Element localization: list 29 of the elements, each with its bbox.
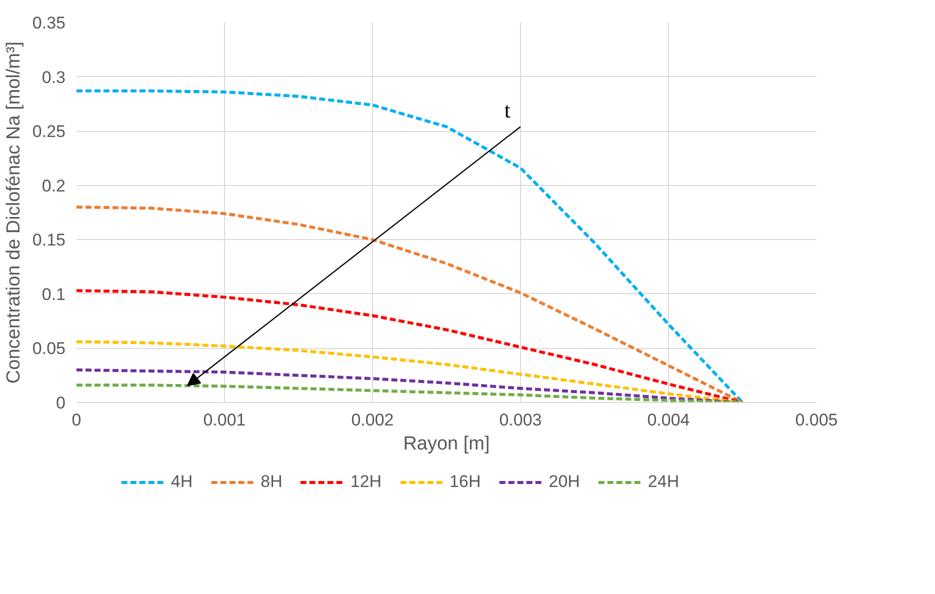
y-tick-label: 0.2 [42, 176, 66, 196]
legend-label: 8H [260, 472, 282, 492]
legend-label: 12H [350, 472, 382, 492]
x-tick-label: 0.005 [795, 410, 838, 430]
line-series [76, 206, 744, 402]
x-tick-label: 0 [72, 410, 82, 430]
annotation: t [504, 98, 511, 123]
legend-label: 24H [648, 472, 680, 492]
y-tick-label: 0.35 [32, 14, 66, 32]
y-tick-label: 0.1 [42, 284, 66, 304]
x-tick-label: 0.004 [647, 410, 690, 430]
legend-label: 20H [548, 472, 580, 492]
y-tick-label: 0.05 [32, 339, 66, 358]
y-tick-label: 0.15 [32, 230, 66, 250]
y-tick-label: 0.25 [32, 122, 66, 142]
line-series [76, 340, 744, 402]
line-series [76, 89, 744, 402]
legend-label: 16H [450, 472, 481, 492]
line-series [76, 384, 744, 402]
line-series [76, 368, 744, 402]
y-tick-label: 0.3 [42, 68, 66, 87]
y-axis-title: Concentration de Diclofénac Na [mol/m³] [3, 41, 24, 384]
line-series [76, 289, 744, 402]
x-tick-label: 0.001 [203, 410, 246, 430]
x-axis-title: Rayon [m] [403, 434, 490, 454]
y-tick-label: 0 [56, 394, 66, 412]
x-tick-label: 0.002 [351, 410, 394, 430]
legend-label: 4H [170, 472, 193, 492]
x-tick-label: 0.003 [499, 410, 542, 430]
